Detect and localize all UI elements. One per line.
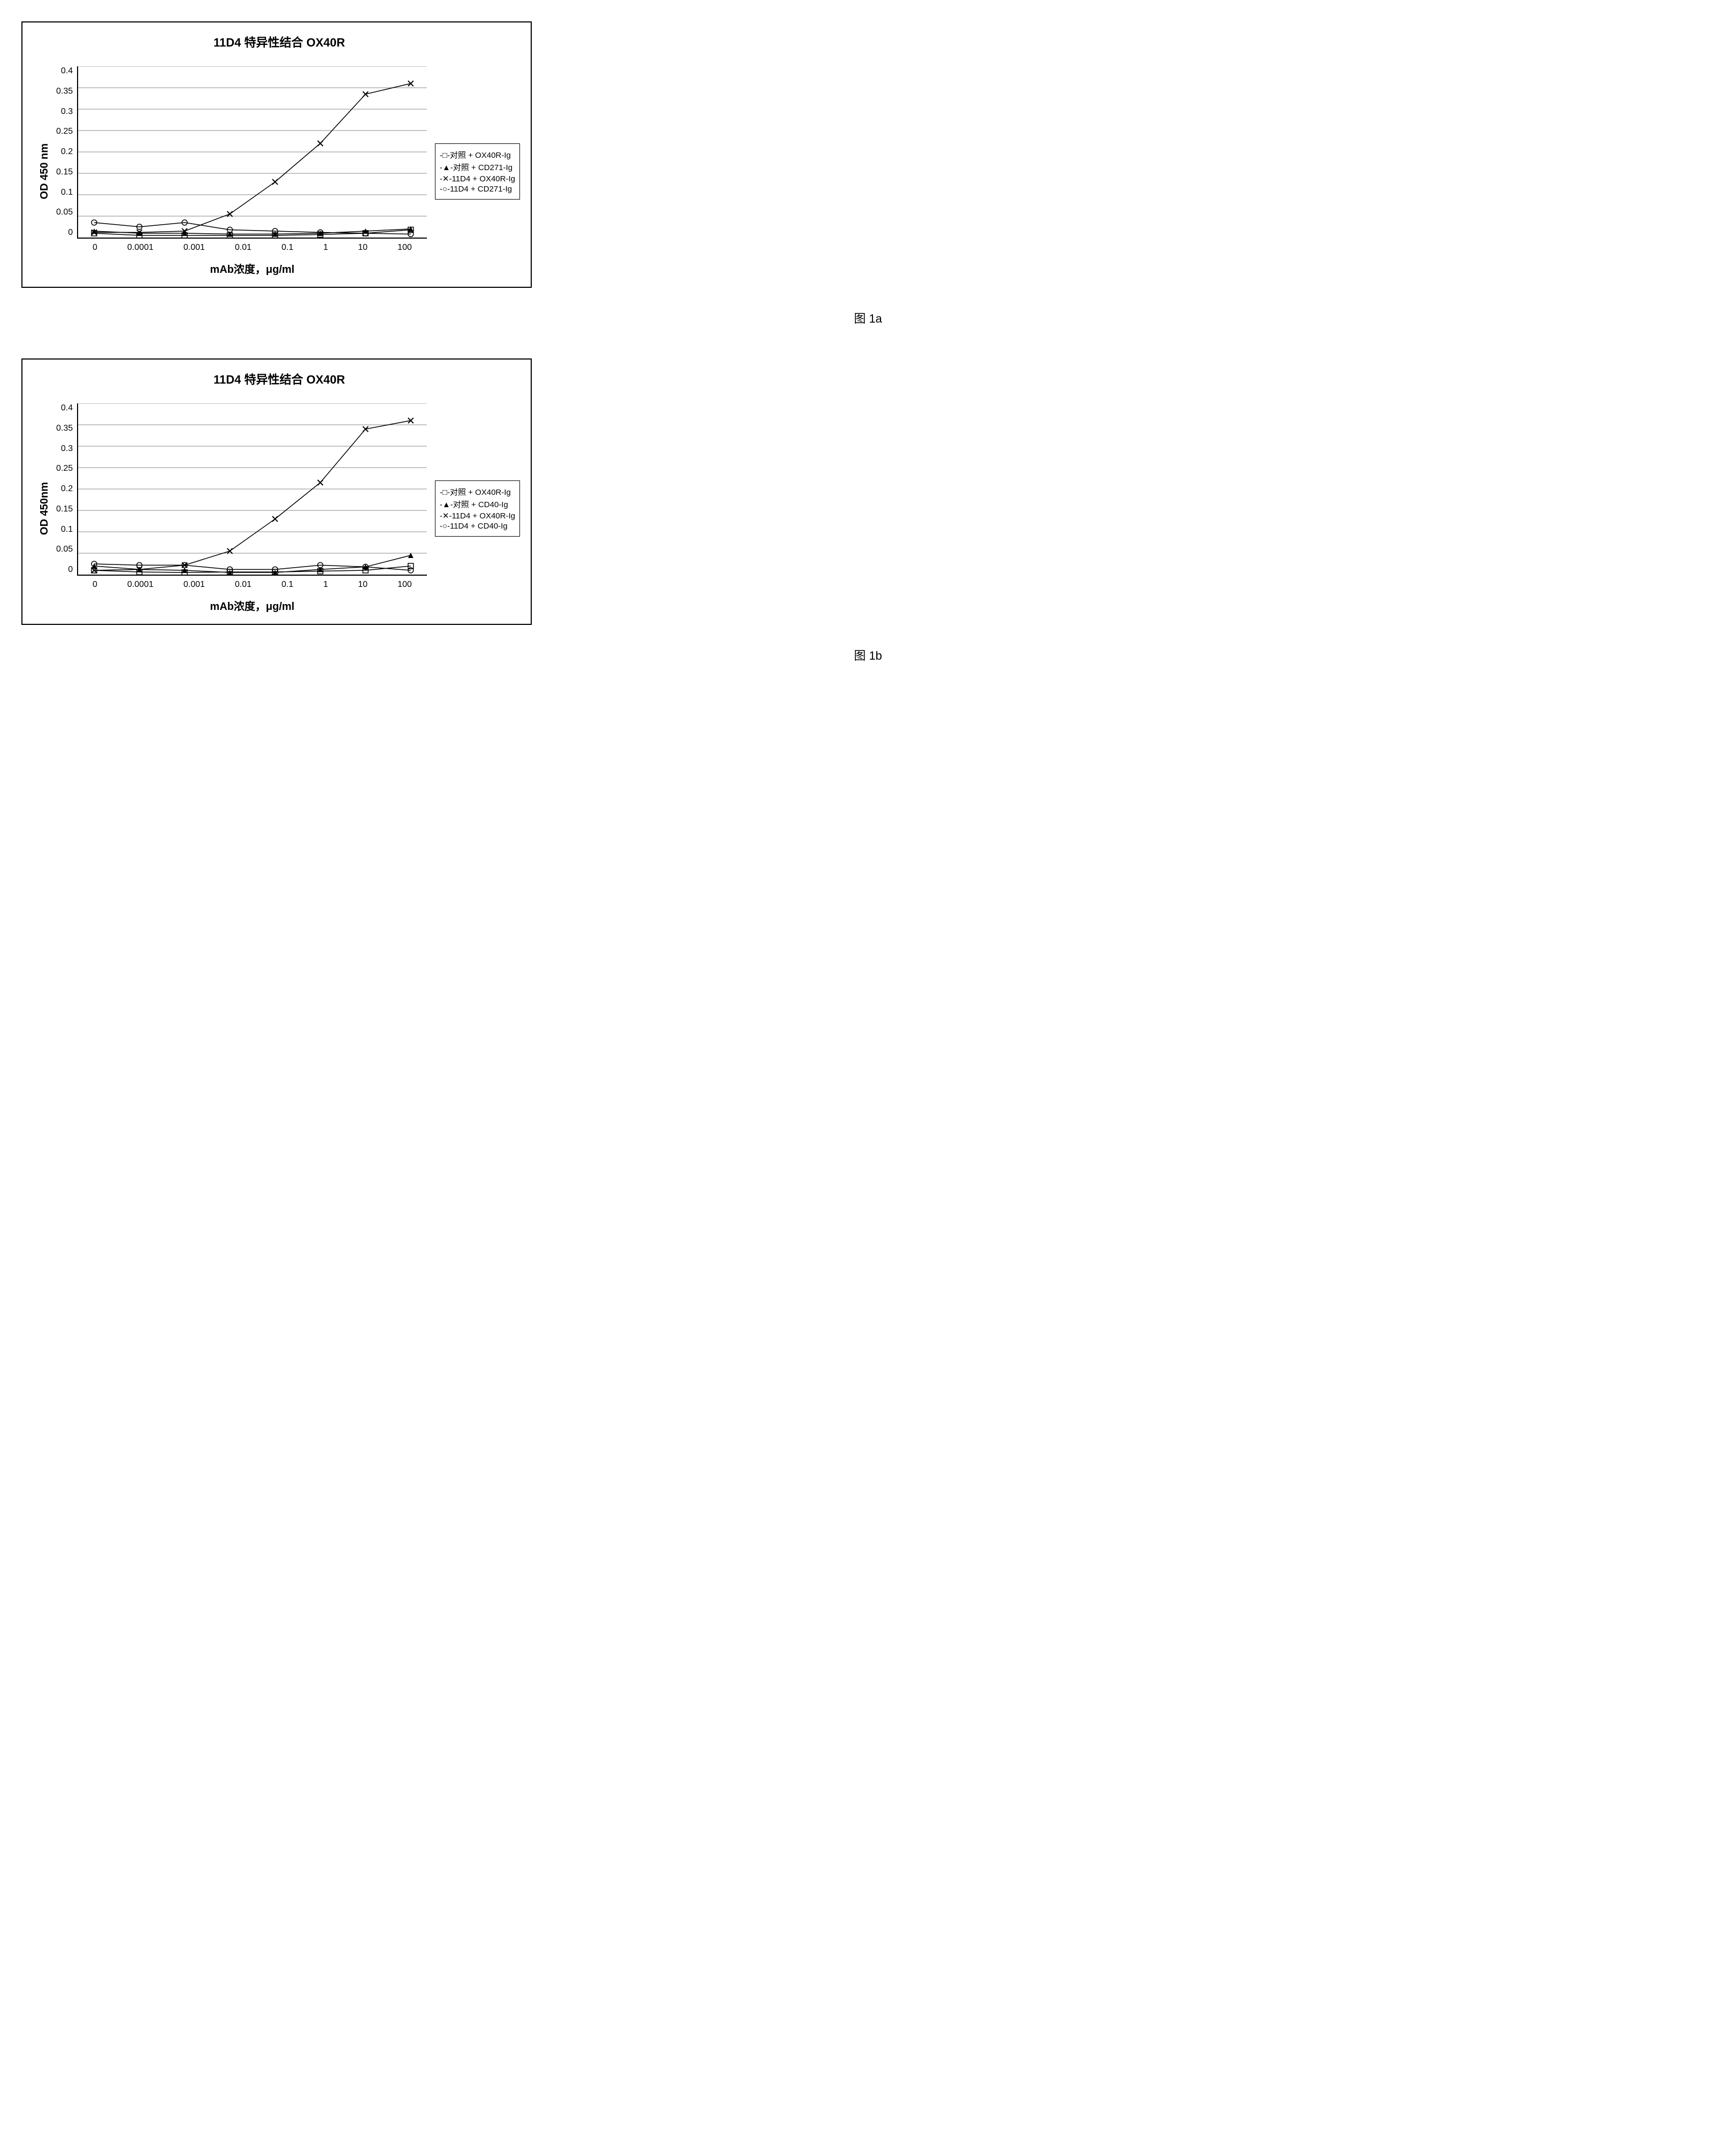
xtick: 0.0001: [127, 243, 154, 253]
ytick: 0: [68, 228, 73, 238]
chart-a-main: 0.4 0.35 0.3 0.25 0.2 0.15 0.1 0.05 0 0 …: [56, 66, 427, 276]
xtick: 0.001: [183, 243, 205, 253]
legend-item: -✕-11D4 + OX40R-Ig: [440, 511, 515, 521]
ytick: 0: [68, 565, 73, 575]
ytick: 0.2: [61, 147, 73, 157]
ytick: 0.3: [61, 444, 73, 454]
chart-a-container: 11D4 特异性结合 OX40R OD 450 nm 0.4 0.35 0.3 …: [21, 21, 532, 288]
legend-item: -□-对照 + OX40R-Ig: [440, 149, 515, 161]
ytick: 0.4: [61, 66, 73, 76]
xtick: 100: [397, 243, 412, 253]
figure-label-a: 图 1a: [21, 309, 1715, 326]
xtick: 0.0001: [127, 580, 154, 590]
ytick: 0.05: [56, 208, 73, 217]
legend-item: -▲-对照 + CD271-Ig: [440, 162, 515, 173]
ytick: 0.1: [61, 525, 73, 534]
chart-a-title: 11D4 特异性结合 OX40R: [39, 33, 520, 50]
ytick: 0.35: [56, 87, 73, 96]
chart-a-plot-area: [77, 66, 427, 239]
chart-a-ylabel: OD 450 nm: [39, 143, 51, 199]
ytick: 0.15: [56, 167, 73, 177]
chart-a-xticks: 0 0.0001 0.001 0.01 0.1 1 10 100: [78, 243, 427, 253]
xtick: 100: [397, 580, 412, 590]
legend-item: -○-11D4 + CD271-Ig: [440, 185, 515, 194]
xtick: 1: [323, 580, 328, 590]
ytick: 0.35: [56, 424, 73, 433]
legend-item: -○-11D4 + CD40-Ig: [440, 522, 515, 531]
xtick: 0.01: [235, 243, 251, 253]
figure-label-b: 图 1b: [21, 646, 1715, 663]
chart-b-legend: -□-对照 + OX40R-Ig -▲-对照 + CD40-Ig -✕-11D4…: [435, 480, 520, 537]
ytick: 0.15: [56, 505, 73, 514]
xtick: 1: [323, 243, 328, 253]
chart-b-plot-area: [77, 403, 427, 576]
xtick: 0: [93, 580, 97, 590]
xtick: 0.001: [183, 580, 205, 590]
ytick: 0.4: [61, 403, 73, 413]
legend-item: -✕-11D4 + OX40R-Ig: [440, 174, 515, 184]
ytick: 0.05: [56, 545, 73, 554]
xtick: 10: [358, 243, 368, 253]
chart-b-main: 0.4 0.35 0.3 0.25 0.2 0.15 0.1 0.05 0 0 …: [56, 403, 427, 613]
xtick: 0.1: [281, 243, 293, 253]
chart-b-xticks: 0 0.0001 0.001 0.01 0.1 1 10 100: [78, 580, 427, 590]
chart-a-legend: -□-对照 + OX40R-Ig -▲-对照 + CD271-Ig -✕-11D…: [435, 143, 520, 200]
xtick: 0.01: [235, 580, 251, 590]
chart-a-yticks: 0.4 0.35 0.3 0.25 0.2 0.15 0.1 0.05 0: [56, 66, 77, 238]
xtick: 0.1: [281, 580, 293, 590]
ytick: 0.1: [61, 188, 73, 197]
chart-b-xlabel: mAb浓度，μg/ml: [78, 598, 427, 613]
legend-item: -▲-对照 + CD40-Ig: [440, 499, 515, 510]
chart-b-body: OD 450nm 0.4 0.35 0.3 0.25 0.2 0.15 0.1 …: [39, 403, 520, 613]
chart-a-xlabel: mAb浓度，μg/ml: [78, 261, 427, 276]
chart-b-title: 11D4 特异性结合 OX40R: [39, 370, 520, 387]
ytick: 0.2: [61, 484, 73, 494]
chart-b-yticks: 0.4 0.35 0.3 0.25 0.2 0.15 0.1 0.05 0: [56, 403, 77, 575]
chart-b-ylabel: OD 450nm: [39, 482, 51, 535]
xtick: 10: [358, 580, 368, 590]
xtick: 0: [93, 243, 97, 253]
ytick: 0.3: [61, 107, 73, 117]
chart-a-body: OD 450 nm 0.4 0.35 0.3 0.25 0.2 0.15 0.1…: [39, 66, 520, 276]
ytick: 0.25: [56, 127, 73, 136]
legend-item: -□-对照 + OX40R-Ig: [440, 486, 515, 498]
chart-a-plot-wrapper: 0.4 0.35 0.3 0.25 0.2 0.15 0.1 0.05 0: [56, 66, 427, 239]
chart-b-plot-wrapper: 0.4 0.35 0.3 0.25 0.2 0.15 0.1 0.05 0: [56, 403, 427, 576]
chart-b-container: 11D4 特异性结合 OX40R OD 450nm 0.4 0.35 0.3 0…: [21, 358, 532, 625]
ytick: 0.25: [56, 464, 73, 473]
